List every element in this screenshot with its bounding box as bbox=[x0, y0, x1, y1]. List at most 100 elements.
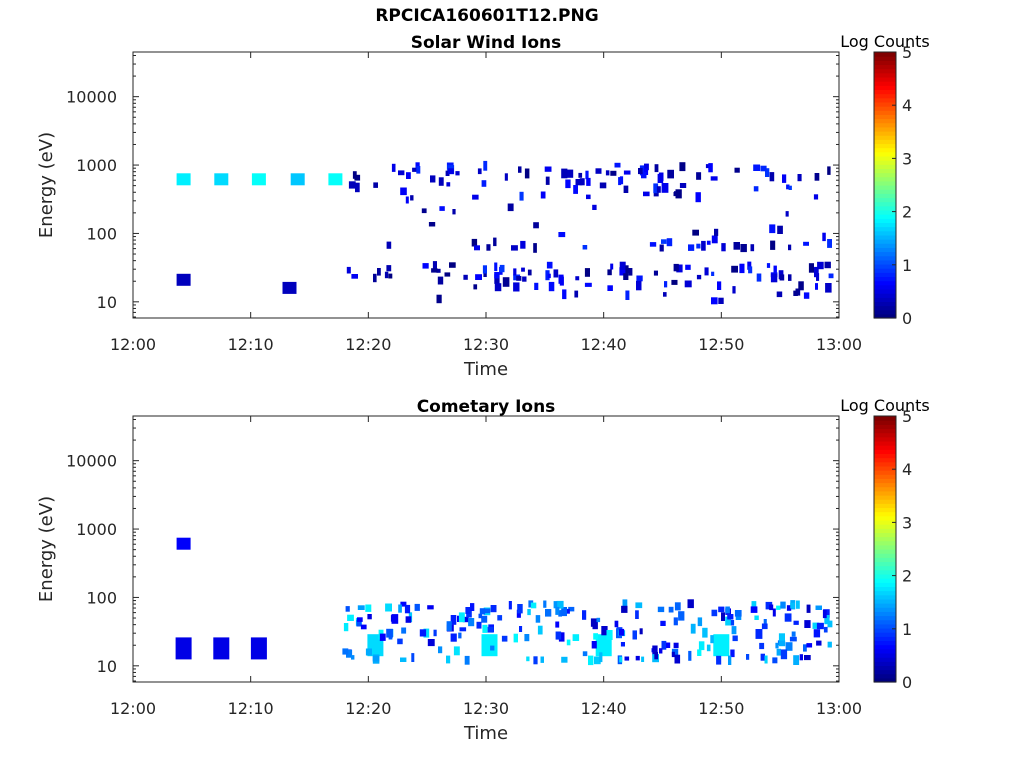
colorbar-step bbox=[874, 193, 896, 199]
data-cell bbox=[769, 604, 774, 611]
data-cell bbox=[687, 599, 694, 609]
data-cell bbox=[696, 274, 702, 280]
data-cell bbox=[773, 265, 777, 274]
data-cell bbox=[641, 656, 645, 662]
colorbar-tick-label: 3 bbox=[902, 513, 912, 532]
colorbar-tick-label: 2 bbox=[902, 567, 912, 586]
colorbar-step bbox=[874, 499, 896, 504]
colorbar-step bbox=[874, 234, 896, 240]
data-cell bbox=[521, 267, 525, 272]
colorbar-step bbox=[874, 180, 896, 186]
x-tick-label: 12:10 bbox=[228, 699, 274, 718]
data-cell bbox=[785, 211, 789, 217]
colorbar-frame bbox=[873, 415, 897, 683]
data-cell bbox=[780, 601, 786, 609]
feature-4 bbox=[328, 173, 343, 186]
colorbar-step bbox=[874, 519, 896, 525]
colorbar-step bbox=[874, 449, 896, 455]
data-cell bbox=[817, 261, 824, 270]
data-cell bbox=[346, 649, 353, 658]
data-cell bbox=[770, 240, 776, 250]
colorbar-step bbox=[874, 155, 896, 161]
data-cell bbox=[464, 655, 470, 665]
data-cell bbox=[439, 206, 445, 211]
data-cell bbox=[828, 273, 834, 279]
data-cell bbox=[365, 604, 372, 612]
colorbar-step bbox=[874, 494, 896, 500]
data-cell bbox=[527, 609, 531, 616]
data-cell bbox=[620, 642, 625, 647]
data-cell bbox=[555, 621, 560, 628]
colorbar-step bbox=[874, 578, 896, 583]
feature-4 bbox=[481, 634, 498, 657]
data-cell bbox=[678, 611, 685, 621]
data-cell bbox=[475, 274, 482, 280]
data-cell bbox=[730, 649, 735, 658]
colorbar-step bbox=[874, 297, 896, 302]
data-cell bbox=[763, 619, 767, 625]
data-cell bbox=[487, 626, 494, 633]
data-cell bbox=[436, 268, 441, 273]
data-cell bbox=[481, 615, 488, 623]
data-cell bbox=[400, 187, 407, 196]
data-cell bbox=[386, 628, 393, 638]
data-cell bbox=[561, 607, 567, 617]
data-cell bbox=[427, 605, 434, 610]
data-cell bbox=[379, 633, 386, 641]
data-cell bbox=[708, 163, 713, 173]
data-cell bbox=[728, 655, 732, 665]
data-cell bbox=[419, 629, 427, 637]
colorbar-step bbox=[874, 665, 896, 671]
colorbar-step bbox=[874, 259, 896, 265]
x-tick-label: 12:20 bbox=[345, 335, 391, 354]
feature-2 bbox=[250, 637, 267, 660]
data-cell bbox=[624, 656, 630, 661]
x-tick-label: 12:50 bbox=[698, 335, 744, 354]
data-cell bbox=[526, 656, 530, 662]
data-cell bbox=[710, 635, 714, 644]
colorbar-step bbox=[874, 619, 896, 625]
data-cell bbox=[771, 274, 775, 281]
colorbar-step bbox=[874, 85, 896, 91]
data-cell bbox=[518, 166, 522, 173]
data-cell bbox=[473, 284, 478, 290]
data-cell bbox=[760, 165, 767, 172]
panel-title: Cometary Ions bbox=[417, 397, 556, 417]
colorbar-step bbox=[874, 611, 896, 617]
colorbar-step bbox=[874, 478, 896, 484]
colorbar-step bbox=[874, 305, 896, 311]
data-cell bbox=[635, 602, 643, 609]
data-cell bbox=[545, 270, 550, 281]
data-cell bbox=[558, 610, 562, 617]
data-cell bbox=[654, 164, 659, 173]
colorbar-step bbox=[874, 544, 896, 550]
data-cell bbox=[668, 606, 674, 613]
data-cell bbox=[696, 172, 702, 180]
data-cell bbox=[356, 619, 362, 627]
data-cell bbox=[625, 290, 630, 300]
data-cell bbox=[559, 276, 564, 286]
data-cell bbox=[641, 172, 647, 179]
data-cell bbox=[806, 604, 811, 613]
data-cell bbox=[432, 261, 437, 271]
data-cell bbox=[690, 623, 696, 634]
colorbar-step bbox=[874, 590, 896, 596]
data-cell bbox=[717, 281, 722, 290]
colorbar-step bbox=[874, 301, 896, 307]
data-cell bbox=[791, 631, 796, 637]
colorbar-step bbox=[874, 515, 896, 521]
data-cell bbox=[553, 601, 558, 609]
data-cell bbox=[623, 185, 629, 193]
colorbar-step bbox=[874, 420, 896, 425]
colorbar-step bbox=[874, 288, 896, 294]
data-cell bbox=[632, 630, 637, 640]
data-cell bbox=[588, 655, 594, 666]
data-cell bbox=[711, 271, 715, 276]
colorbar-step bbox=[874, 673, 896, 679]
colorbar-step bbox=[874, 586, 896, 592]
data-cell bbox=[619, 267, 627, 276]
colorbar-step bbox=[874, 424, 896, 430]
colorbar-step bbox=[874, 230, 896, 236]
colorbar-step bbox=[874, 557, 896, 563]
